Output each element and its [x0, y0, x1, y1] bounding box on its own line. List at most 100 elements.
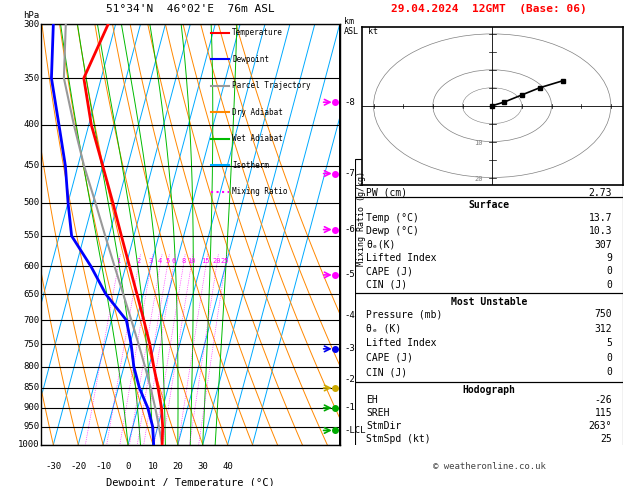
- Text: CIN (J): CIN (J): [366, 280, 407, 290]
- Text: 10: 10: [474, 140, 483, 146]
- Text: StmDir: StmDir: [366, 421, 401, 431]
- Text: 800: 800: [23, 362, 40, 371]
- Text: 750: 750: [23, 340, 40, 349]
- Text: θₑ (K): θₑ (K): [366, 324, 401, 334]
- Text: K: K: [366, 164, 372, 174]
- Text: kt: kt: [367, 27, 377, 36]
- Text: 3: 3: [148, 258, 153, 264]
- Text: 41: 41: [600, 176, 612, 186]
- Text: StmSpd (kt): StmSpd (kt): [366, 434, 431, 444]
- Text: 550: 550: [23, 231, 40, 241]
- Text: 2: 2: [136, 258, 140, 264]
- Text: 10.3: 10.3: [589, 226, 612, 236]
- Text: 30: 30: [198, 462, 208, 470]
- Text: θₑ(K): θₑ(K): [366, 240, 396, 249]
- Text: 25: 25: [600, 434, 612, 444]
- Text: 20: 20: [172, 462, 183, 470]
- Text: EH: EH: [366, 395, 378, 405]
- Text: 5: 5: [606, 338, 612, 348]
- Text: 263°: 263°: [589, 421, 612, 431]
- Text: 850: 850: [23, 383, 40, 392]
- Text: CIN (J): CIN (J): [366, 367, 407, 377]
- Text: CAPE (J): CAPE (J): [366, 266, 413, 277]
- Text: 20: 20: [212, 258, 221, 264]
- Text: 15: 15: [201, 258, 210, 264]
- Text: Lifted Index: Lifted Index: [366, 253, 437, 263]
- Text: 0: 0: [606, 367, 612, 377]
- Text: -8: -8: [344, 98, 355, 107]
- Text: 500: 500: [23, 198, 40, 207]
- Bar: [355, 382, 623, 447]
- Text: 2.73: 2.73: [589, 188, 612, 197]
- Text: -26: -26: [594, 395, 612, 405]
- Text: 29.04.2024  12GMT  (Base: 06): 29.04.2024 12GMT (Base: 06): [391, 4, 587, 14]
- Text: -3: -3: [344, 345, 355, 353]
- Text: -4: -4: [344, 311, 355, 320]
- Text: 900: 900: [23, 403, 40, 413]
- Text: -2: -2: [344, 375, 355, 384]
- Text: 6: 6: [171, 258, 175, 264]
- Text: Pressure (mb): Pressure (mb): [366, 309, 442, 319]
- Text: Surface: Surface: [469, 200, 509, 210]
- Bar: [355, 159, 623, 197]
- Text: 600: 600: [23, 262, 40, 271]
- Text: Mixing Ratio (g/kg): Mixing Ratio (g/kg): [357, 171, 365, 266]
- Text: 0: 0: [606, 266, 612, 277]
- Text: 40: 40: [222, 462, 233, 470]
- Text: CAPE (J): CAPE (J): [366, 353, 413, 363]
- Text: -30: -30: [45, 462, 62, 470]
- Text: SREH: SREH: [366, 408, 389, 418]
- Text: 51°34'N  46°02'E  76m ASL: 51°34'N 46°02'E 76m ASL: [106, 4, 275, 14]
- Text: -20: -20: [70, 462, 86, 470]
- Text: hPa: hPa: [23, 11, 40, 20]
- Text: 307: 307: [594, 240, 612, 249]
- Text: 8: 8: [181, 258, 186, 264]
- Text: 115: 115: [594, 408, 612, 418]
- Text: Mixing Ratio: Mixing Ratio: [232, 187, 287, 196]
- Text: PW (cm): PW (cm): [366, 188, 407, 197]
- Text: 4: 4: [158, 258, 162, 264]
- Text: Totals Totals: Totals Totals: [366, 176, 442, 186]
- Text: 1000: 1000: [18, 440, 40, 449]
- Text: Dewp (°C): Dewp (°C): [366, 226, 419, 236]
- Text: 25: 25: [600, 164, 612, 174]
- Text: 0: 0: [125, 462, 131, 470]
- Bar: [355, 294, 623, 382]
- Text: -1: -1: [344, 403, 355, 413]
- Text: Hodograph: Hodograph: [462, 385, 516, 395]
- Text: -LCL: -LCL: [344, 426, 365, 435]
- Text: Dewpoint: Dewpoint: [232, 55, 269, 64]
- Text: 10: 10: [148, 462, 159, 470]
- Text: 300: 300: [23, 20, 40, 29]
- Text: Most Unstable: Most Unstable: [451, 297, 527, 307]
- Text: Temperature: Temperature: [232, 28, 283, 37]
- Text: 950: 950: [23, 422, 40, 431]
- Text: Parcel Trajectory: Parcel Trajectory: [232, 81, 311, 90]
- Text: 400: 400: [23, 120, 40, 129]
- Text: 650: 650: [23, 290, 40, 299]
- Text: Temp (°C): Temp (°C): [366, 213, 419, 223]
- Text: 13.7: 13.7: [589, 213, 612, 223]
- Text: 1: 1: [116, 258, 120, 264]
- Text: -7: -7: [344, 169, 355, 178]
- Text: 9: 9: [606, 253, 612, 263]
- Text: -6: -6: [344, 225, 355, 234]
- Text: 10: 10: [187, 258, 196, 264]
- Text: 25: 25: [221, 258, 230, 264]
- Text: 0: 0: [606, 353, 612, 363]
- Text: -10: -10: [95, 462, 111, 470]
- Text: -5: -5: [344, 270, 355, 279]
- Text: 0: 0: [606, 280, 612, 290]
- Text: 450: 450: [23, 161, 40, 171]
- Text: 750: 750: [594, 309, 612, 319]
- Text: 20: 20: [474, 176, 483, 182]
- Text: Wet Adiabat: Wet Adiabat: [232, 134, 283, 143]
- Text: 700: 700: [23, 315, 40, 325]
- Bar: [355, 197, 623, 294]
- Text: © weatheronline.co.uk: © weatheronline.co.uk: [433, 462, 545, 470]
- Text: Isotherm: Isotherm: [232, 161, 269, 170]
- Text: 312: 312: [594, 324, 612, 334]
- Text: km
ASL: km ASL: [344, 17, 359, 36]
- Text: 350: 350: [23, 73, 40, 83]
- Text: Dry Adiabat: Dry Adiabat: [232, 108, 283, 117]
